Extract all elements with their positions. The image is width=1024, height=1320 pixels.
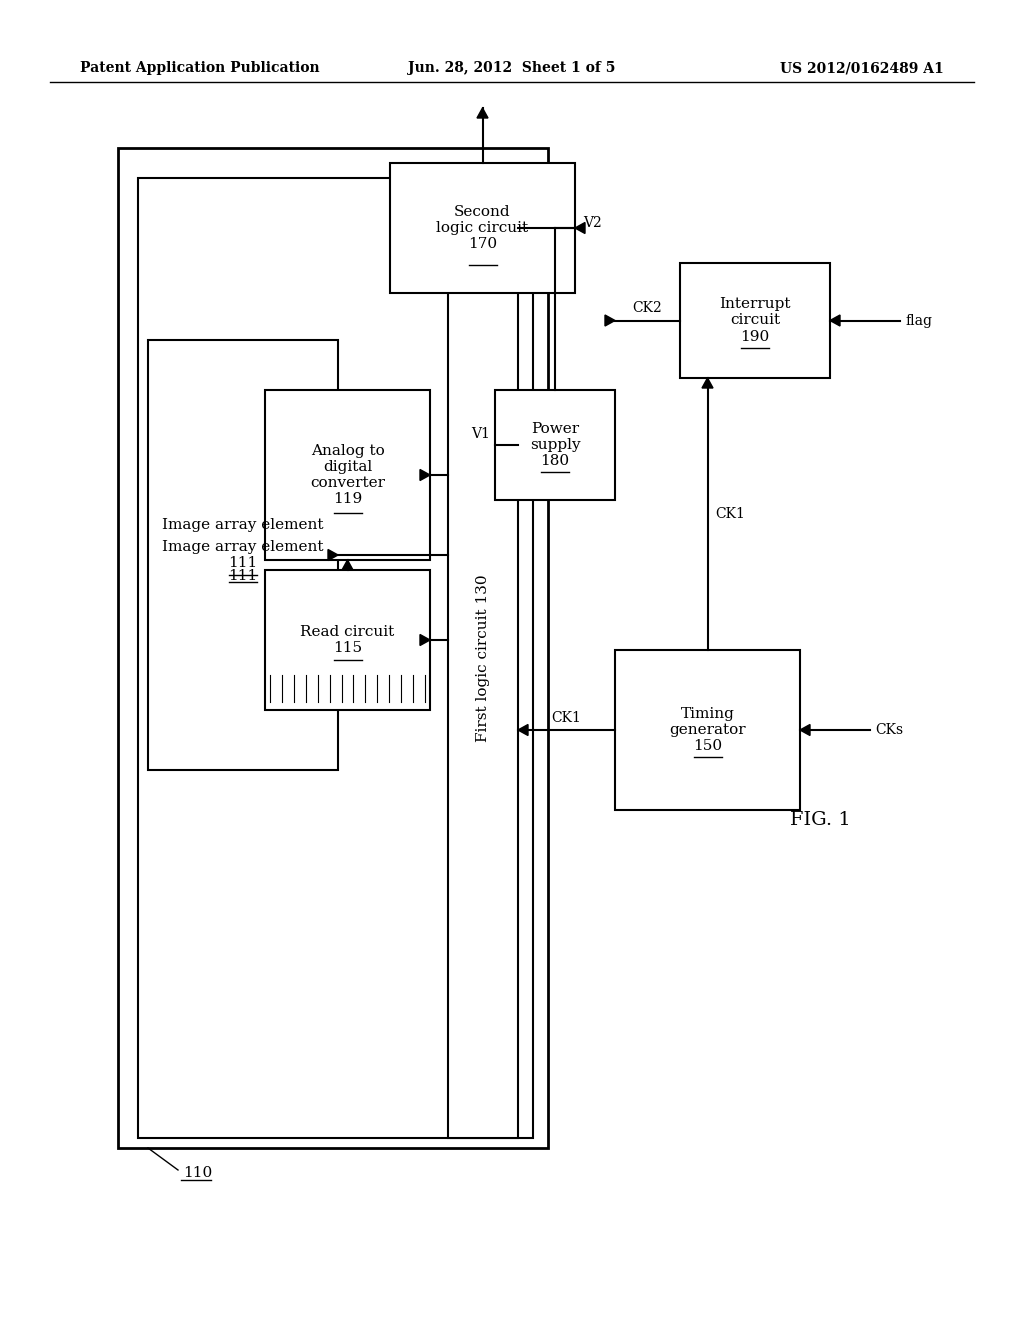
Bar bbox=[148, 341, 338, 770]
Text: CK2: CK2 bbox=[633, 301, 663, 315]
Bar bbox=[265, 570, 430, 710]
Bar bbox=[265, 389, 430, 560]
Bar bbox=[390, 162, 575, 293]
Bar bbox=[495, 389, 615, 500]
Text: Analog to
digital
converter
119: Analog to digital converter 119 bbox=[310, 444, 385, 507]
Text: V1: V1 bbox=[471, 426, 490, 441]
Bar bbox=[118, 148, 548, 1148]
Bar bbox=[680, 263, 830, 378]
Text: Jun. 28, 2012  Sheet 1 of 5: Jun. 28, 2012 Sheet 1 of 5 bbox=[409, 61, 615, 75]
Polygon shape bbox=[420, 470, 430, 480]
Text: Read circuit
115: Read circuit 115 bbox=[300, 624, 394, 655]
Text: FIG. 1: FIG. 1 bbox=[790, 810, 850, 829]
Text: Patent Application Publication: Patent Application Publication bbox=[80, 61, 319, 75]
Polygon shape bbox=[477, 108, 488, 117]
Text: CK1: CK1 bbox=[716, 507, 745, 521]
Polygon shape bbox=[800, 725, 810, 735]
Text: Second
logic circuit
170: Second logic circuit 170 bbox=[436, 205, 528, 251]
Text: Image array element
111: Image array element 111 bbox=[162, 540, 324, 570]
Polygon shape bbox=[420, 635, 430, 645]
Bar bbox=[449, 178, 518, 1138]
Text: V2: V2 bbox=[583, 216, 602, 230]
Polygon shape bbox=[342, 560, 353, 570]
Bar bbox=[138, 178, 534, 1138]
Polygon shape bbox=[518, 725, 528, 735]
Text: CKs: CKs bbox=[874, 723, 903, 737]
Text: Image array element: Image array element bbox=[162, 517, 324, 532]
Text: 110: 110 bbox=[183, 1166, 212, 1180]
Text: US 2012/0162489 A1: US 2012/0162489 A1 bbox=[780, 61, 944, 75]
Polygon shape bbox=[605, 315, 615, 326]
Text: Interrupt
circuit
190: Interrupt circuit 190 bbox=[719, 297, 791, 343]
Polygon shape bbox=[702, 378, 713, 388]
Polygon shape bbox=[575, 223, 585, 234]
Text: flag: flag bbox=[905, 314, 932, 327]
Text: Timing
generator
150: Timing generator 150 bbox=[670, 706, 745, 754]
Bar bbox=[615, 649, 800, 810]
Text: First logic circuit 130: First logic circuit 130 bbox=[476, 574, 490, 742]
Text: CK1: CK1 bbox=[552, 711, 582, 725]
Polygon shape bbox=[328, 549, 338, 561]
Text: 111: 111 bbox=[228, 569, 258, 583]
Polygon shape bbox=[830, 315, 840, 326]
Text: Power
supply
180: Power supply 180 bbox=[529, 422, 581, 469]
